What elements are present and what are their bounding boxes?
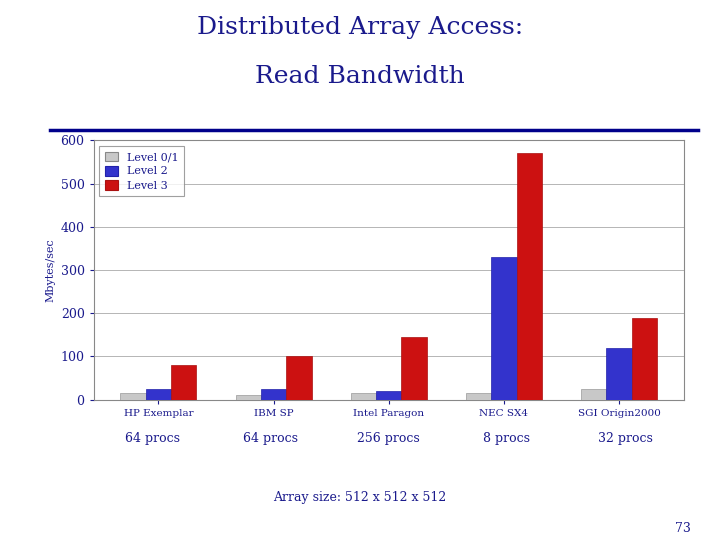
Bar <box>171 365 197 400</box>
Text: 256 procs: 256 procs <box>357 432 420 445</box>
Bar <box>581 389 606 400</box>
Text: 64 procs: 64 procs <box>243 432 298 445</box>
Bar <box>120 393 145 400</box>
Text: 64 procs: 64 procs <box>125 432 180 445</box>
Y-axis label: Mbytes/sec: Mbytes/sec <box>45 238 55 302</box>
Text: 73: 73 <box>675 522 691 535</box>
Bar <box>491 257 517 400</box>
Text: Array size: 512 x 512 x 512: Array size: 512 x 512 x 512 <box>274 491 446 504</box>
Bar <box>466 393 491 400</box>
Text: Read Bandwidth: Read Bandwidth <box>255 65 465 88</box>
Text: 8 procs: 8 procs <box>483 432 531 445</box>
Bar <box>632 318 657 400</box>
Bar <box>145 389 171 400</box>
Bar <box>287 356 312 400</box>
Bar <box>235 395 261 400</box>
Text: Distributed Array Access:: Distributed Array Access: <box>197 16 523 39</box>
Bar <box>351 393 376 400</box>
Text: 32 procs: 32 procs <box>598 432 652 445</box>
Bar <box>261 389 287 400</box>
Bar <box>402 337 427 400</box>
Bar <box>517 153 542 400</box>
Bar <box>376 391 402 400</box>
Bar <box>606 348 632 400</box>
Legend: Level 0/1, Level 2, Level 3: Level 0/1, Level 2, Level 3 <box>99 146 184 196</box>
